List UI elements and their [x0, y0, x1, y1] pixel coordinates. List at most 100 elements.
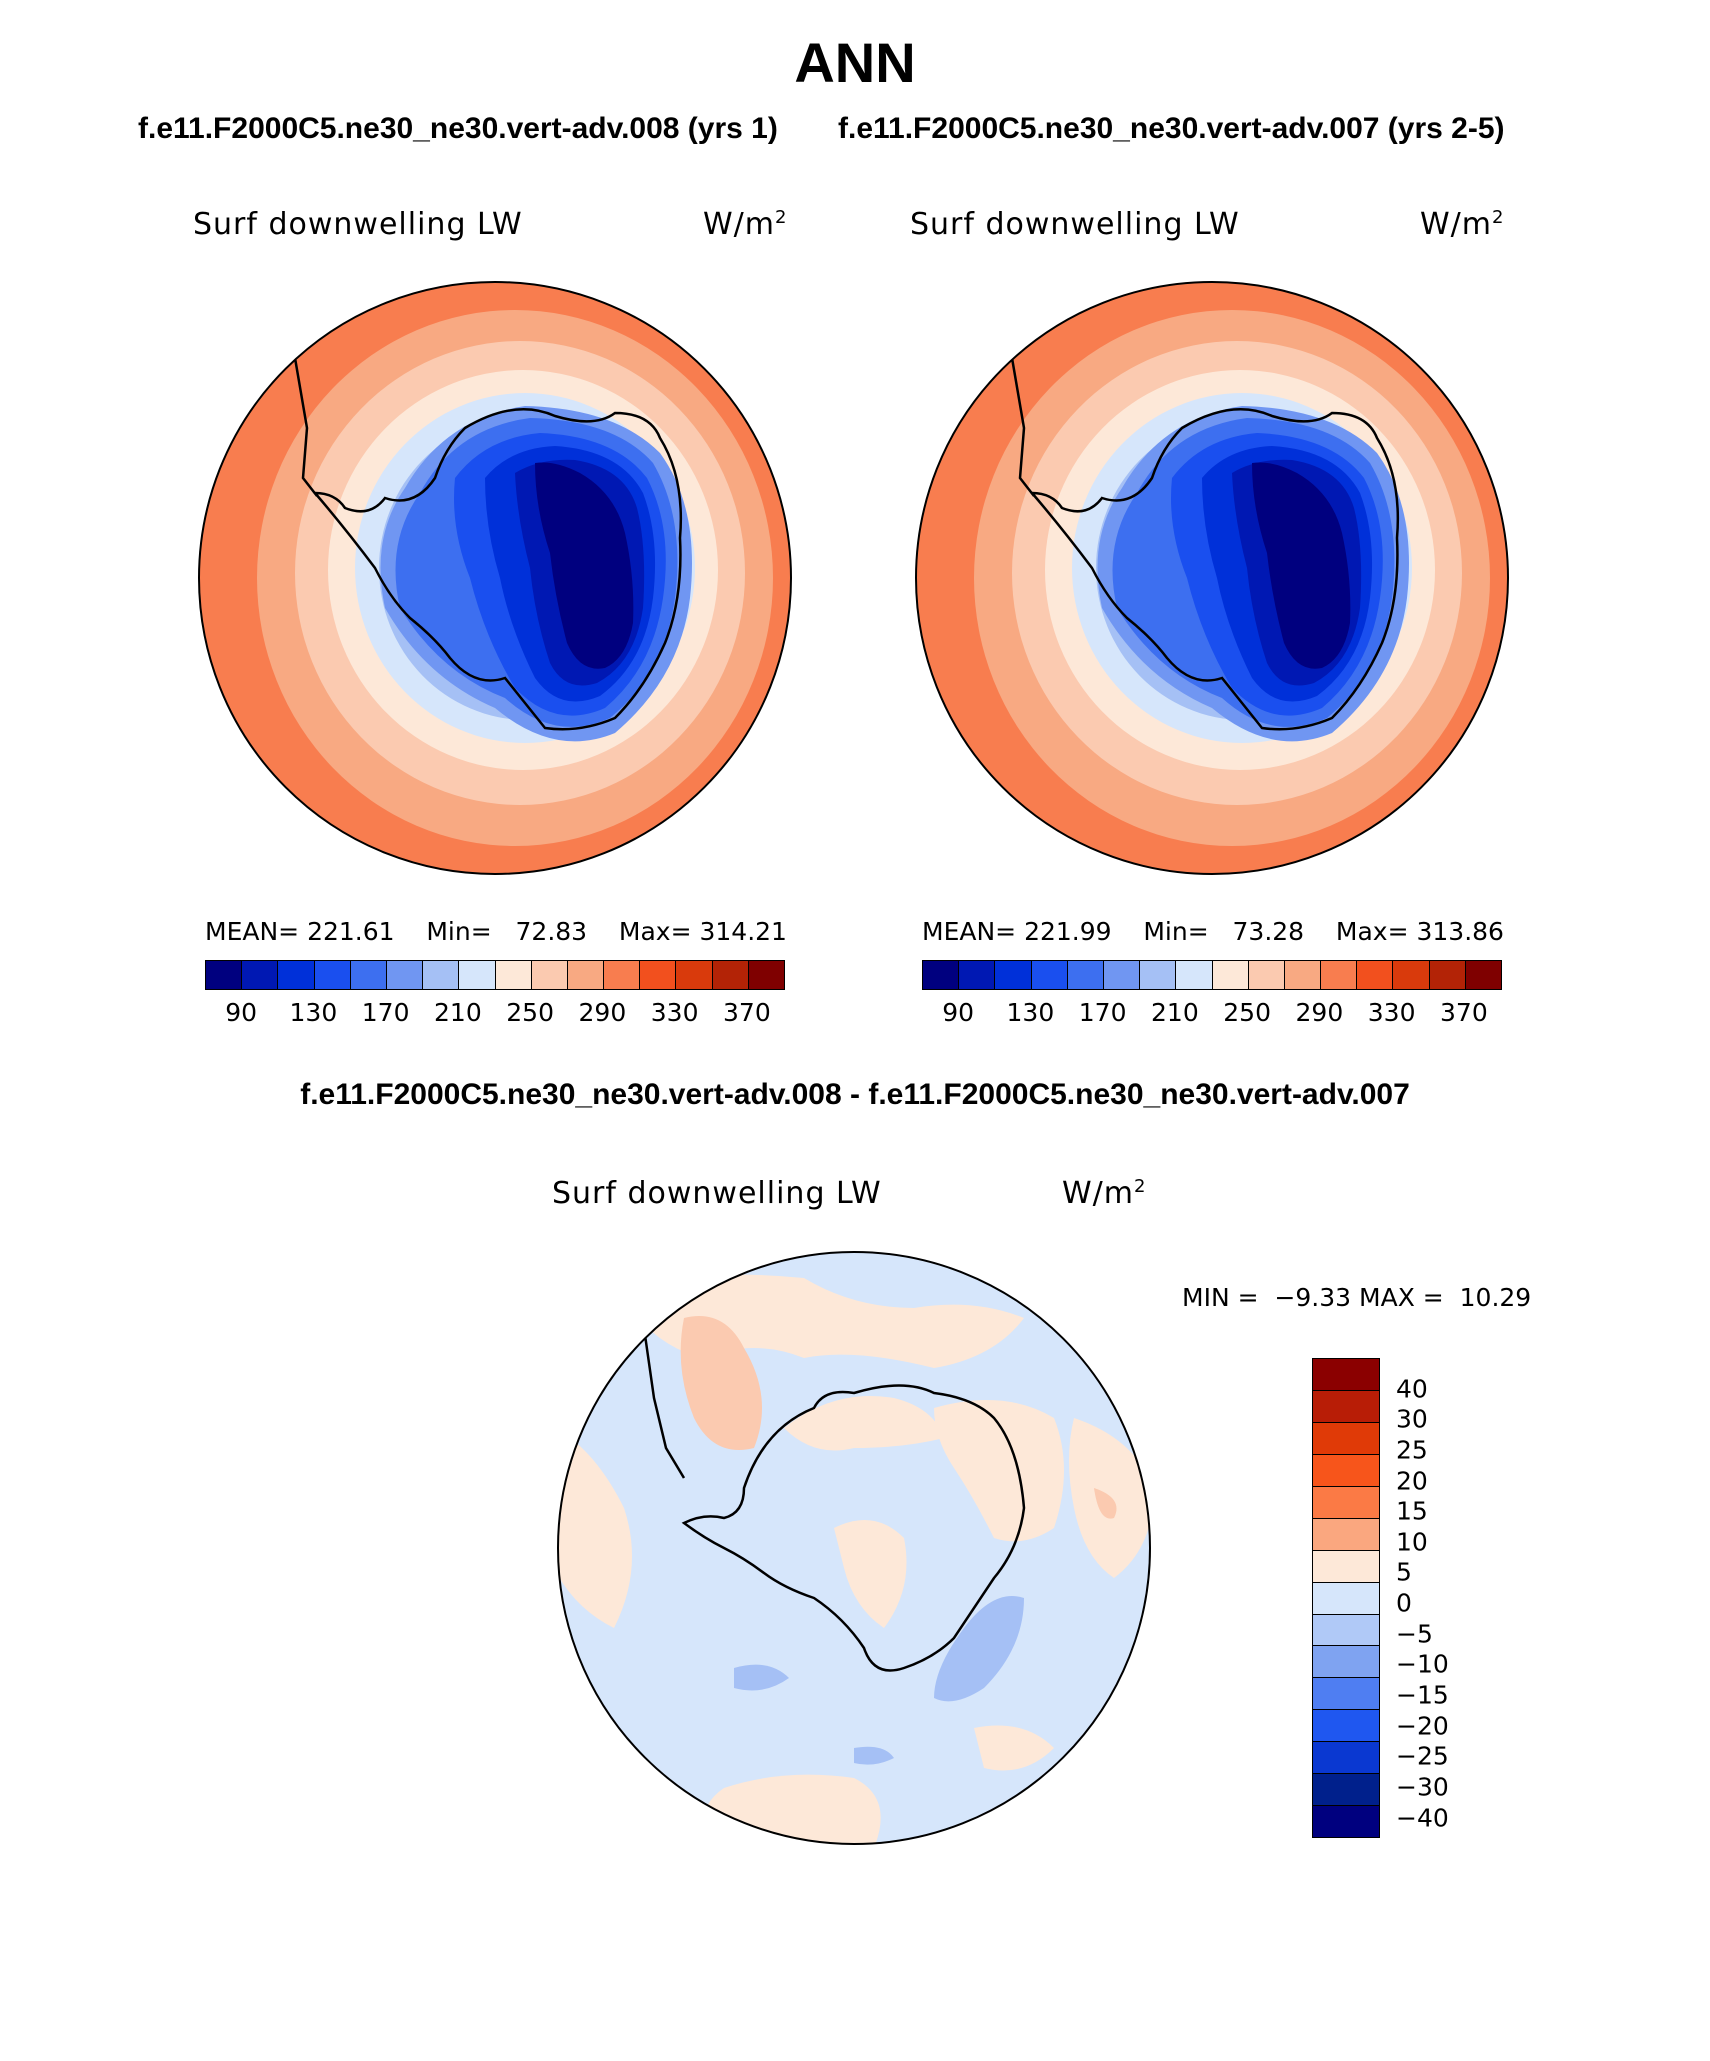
panel-a-max-label: Max=	[618, 917, 692, 946]
panel-b-colorbar-swatch	[1212, 961, 1249, 989]
diff-max-label: MAX =	[1359, 1283, 1444, 1312]
panel-b-colorbar-tick-label: 370	[1440, 998, 1488, 1027]
panel-b-colorbar-swatch	[1248, 961, 1285, 989]
panel-b-colorbar-swatch	[1393, 961, 1430, 989]
diff-colorbar-tick-label: 10	[1396, 1527, 1428, 1557]
diff-colorbar-swatch	[1313, 1614, 1379, 1647]
panel-b-colorbar-swatch	[1031, 961, 1068, 989]
panel-a-minimum-core	[535, 462, 634, 669]
diff-units: W/m2	[1062, 1176, 1146, 1211]
panel-b-variable: Surf downwelling LW	[910, 207, 1240, 242]
panel-b-colorbar-tick-label: 170	[1078, 998, 1127, 1027]
panel-b-max-label: Max=	[1335, 917, 1409, 946]
panel-b-colorbar-swatch	[995, 961, 1032, 989]
case-b-title: f.e11.F2000C5.ne30_ne30.vert-adv.007 (yr…	[838, 112, 1505, 145]
panel-a-map	[198, 281, 792, 875]
panel-a-colorbar-tick-label: 170	[361, 998, 410, 1027]
diff-colorbar-swatch	[1313, 1582, 1379, 1615]
panel-a-colorbar-swatch	[278, 961, 315, 989]
panel-a-colorbar-swatch	[604, 961, 641, 989]
panel-a-units-base: W/m	[703, 207, 775, 242]
panel-b-colorbar-tick-label: 130	[1006, 998, 1055, 1027]
panel-a-colorbar-swatch	[712, 961, 749, 989]
panel-a-colorbar-swatch	[242, 961, 279, 989]
panel-a-colorbar-swatch	[567, 961, 605, 989]
panel-b-colorbar-tick-label: 330	[1367, 998, 1416, 1027]
diff-variable: Surf downwelling LW	[552, 1176, 882, 1211]
diff-colorbar	[1312, 1358, 1380, 1838]
diff-colorbar-tick-label: −40	[1396, 1803, 1449, 1833]
diff-colorbar-swatch	[1313, 1742, 1379, 1775]
panel-a-map-border	[198, 281, 792, 875]
panel-b-stats: MEAN= 221.99 Min= 73.28 Max= 313.86	[922, 917, 1504, 946]
diff-colorbar-tick-label: 20	[1396, 1466, 1428, 1496]
panel-a-colorbar	[205, 960, 785, 990]
diff-colorbar-swatch	[1313, 1806, 1379, 1838]
diff-colorbar-tick-label: −5	[1396, 1619, 1433, 1649]
diff-colorbar-swatch	[1313, 1646, 1379, 1679]
panel-b-colorbar-tick-label: 210	[1151, 998, 1199, 1027]
panel-b-colorbar-swatch	[1176, 961, 1213, 989]
panel-b-colorbar-swatch	[1357, 961, 1394, 989]
panel-b-colorbar-swatch	[1140, 961, 1177, 989]
case-a-title: f.e11.F2000C5.ne30_ne30.vert-adv.008 (yr…	[138, 112, 778, 145]
diff-colorbar-tick-label: 25	[1396, 1435, 1428, 1465]
panel-a-colorbar-tick-label: 370	[723, 998, 771, 1027]
diff-colorbar-swatch	[1313, 1518, 1379, 1551]
panel-b-colorbar-swatch	[1321, 961, 1358, 989]
panel-a-colorbar-tick-label: 250	[506, 998, 554, 1027]
panel-b-min: 73.28	[1232, 917, 1305, 946]
diff-colorbar-swatch	[1313, 1550, 1379, 1583]
panel-b-map-border	[915, 281, 1509, 875]
panel-b-colorbar-swatch	[1067, 961, 1104, 989]
panel-a-colorbar-tick-label: 210	[434, 998, 482, 1027]
diff-colorbar-swatch	[1313, 1774, 1379, 1807]
panel-a-colorbar-tick-label: 290	[578, 998, 627, 1027]
diff-colorbar-tick-label: 40	[1396, 1374, 1428, 1404]
diff-colorbar-tick-label: 0	[1396, 1588, 1412, 1618]
panel-a-colorbar-swatch	[423, 961, 460, 989]
diff-colorbar-tick-label: 5	[1396, 1557, 1412, 1587]
diff-colorbar-swatch	[1313, 1710, 1379, 1743]
panel-b-colorbar-tick-label: 250	[1223, 998, 1271, 1027]
diff-colorbar-tick-label: −20	[1396, 1711, 1449, 1741]
panel-a-colorbar-swatch	[459, 961, 496, 989]
diff-colorbar-tick-label: −25	[1396, 1741, 1449, 1771]
panel-a-min-label: Min=	[426, 917, 492, 946]
diff-colorbar-swatch	[1313, 1359, 1379, 1391]
panel-a-colorbar-tick-label: 130	[289, 998, 338, 1027]
panel-b-colorbar-ticks: 90 130 170 210 250 290 330 370	[922, 998, 1500, 1028]
panel-b-colorbar-tick-label: 90	[942, 998, 975, 1027]
panel-a-colorbar-swatch	[314, 961, 351, 989]
panel-b-colorbar-tick-label: 290	[1295, 998, 1344, 1027]
panel-b-mean-label: MEAN=	[922, 917, 1017, 946]
diff-min: −9.33	[1274, 1283, 1352, 1312]
diff-antarctica-coast	[681, 1384, 1026, 1672]
panel-a-colorbar-swatch	[748, 961, 784, 989]
panel-a-min: 72.83	[515, 917, 588, 946]
diff-colorbar-swatch	[1313, 1678, 1379, 1711]
panel-a-colorbar-swatch	[350, 961, 387, 989]
diff-units-exp: 2	[1134, 1176, 1147, 1197]
diff-colorbar-swatch	[1313, 1486, 1379, 1519]
panel-b-colorbar-swatch	[1103, 961, 1141, 989]
panel-b-units-base: W/m	[1420, 207, 1492, 242]
diff-map	[557, 1251, 1151, 1845]
panel-b-max: 313.86	[1416, 917, 1504, 946]
diff-colorbar-tick-label: 15	[1396, 1496, 1428, 1526]
panel-b-colorbar	[922, 960, 1502, 990]
diff-colorbar-swatch	[1313, 1454, 1379, 1487]
panel-a-colorbar-ticks: 90 130 170 210 250 290 330 370	[205, 998, 783, 1028]
page-title: ANN	[794, 31, 916, 94]
panel-a-colorbar-swatch	[206, 961, 243, 989]
diff-units-base: W/m	[1062, 1176, 1134, 1211]
panel-b-colorbar-swatch	[923, 961, 960, 989]
panel-a-colorbar-swatch	[386, 961, 424, 989]
diff-colorbar-tick-label: −10	[1396, 1649, 1449, 1679]
panel-a-colorbar-swatch	[676, 961, 713, 989]
panel-b-antarctica-coast	[1029, 408, 1400, 731]
panel-a-mean-label: MEAN=	[205, 917, 300, 946]
diff-colorbar-swatch	[1313, 1390, 1379, 1423]
diff-max: 10.29	[1459, 1283, 1532, 1312]
panel-a-colorbar-tick-label: 90	[225, 998, 258, 1027]
